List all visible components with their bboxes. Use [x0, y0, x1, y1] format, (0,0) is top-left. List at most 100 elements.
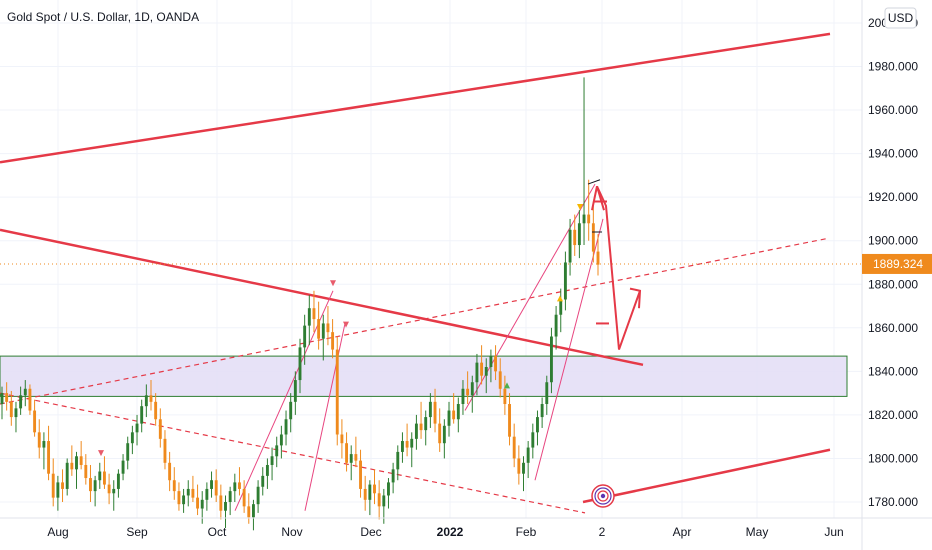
candle-body[interactable] — [265, 464, 269, 476]
wedge-line[interactable] — [234, 290, 334, 511]
candle-body[interactable] — [65, 462, 69, 489]
candle-body[interactable] — [596, 251, 600, 265]
candle-body[interactable] — [573, 229, 577, 246]
candle-body[interactable] — [261, 475, 265, 487]
signal-sell-icon[interactable] — [577, 204, 583, 211]
candle-body[interactable] — [331, 332, 335, 350]
median-dashed-line[interactable] — [0, 237, 828, 405]
signal-buy-icon[interactable] — [504, 382, 510, 389]
candle-body[interactable] — [219, 495, 223, 511]
descending-trendline[interactable] — [0, 228, 644, 367]
candle-body[interactable] — [428, 401, 432, 418]
candle-body[interactable] — [382, 495, 386, 507]
candle-body[interactable] — [33, 410, 37, 433]
candle-body[interactable] — [349, 454, 353, 463]
candle-body[interactable] — [517, 458, 521, 474]
candle-body[interactable] — [508, 404, 511, 437]
candle-body[interactable] — [340, 434, 344, 444]
candle-body[interactable] — [93, 480, 97, 492]
wedge-line[interactable] — [304, 323, 346, 511]
candle-body[interactable] — [28, 388, 32, 411]
candle-body[interactable] — [242, 488, 246, 507]
candle-body[interactable] — [359, 460, 362, 489]
candle-body[interactable] — [293, 380, 297, 402]
candle-body[interactable] — [186, 488, 190, 496]
candle-body[interactable] — [61, 482, 64, 489]
candle-body[interactable] — [387, 482, 390, 496]
candle-body[interactable] — [498, 371, 502, 389]
candle-body[interactable] — [540, 404, 544, 418]
candle-body[interactable] — [591, 223, 595, 252]
candle-body[interactable] — [289, 401, 293, 420]
signal-buy-icon[interactable] — [557, 295, 563, 302]
currency-button-bg[interactable] — [884, 7, 917, 29]
signal-sell-icon[interactable] — [343, 321, 349, 328]
candle-body[interactable] — [37, 432, 41, 448]
candle-body[interactable] — [484, 366, 488, 376]
candle-body[interactable] — [168, 462, 172, 481]
candle-body[interactable] — [526, 447, 530, 463]
candle-body[interactable] — [345, 443, 349, 463]
candle-body[interactable] — [89, 478, 92, 492]
candle-body[interactable] — [56, 482, 60, 498]
candle-body[interactable] — [205, 488, 209, 500]
candle-body[interactable] — [563, 262, 567, 300]
candle-body[interactable] — [494, 356, 498, 372]
candle-body[interactable] — [191, 488, 195, 498]
candle-body[interactable] — [84, 464, 88, 479]
candle-body[interactable] — [102, 471, 106, 485]
candle-body[interactable] — [442, 425, 446, 444]
candle-body[interactable] — [531, 432, 535, 448]
candle-body[interactable] — [298, 347, 302, 381]
candle-body[interactable] — [158, 419, 162, 439]
candle-body[interactable] — [126, 443, 130, 461]
candle-body[interactable] — [577, 223, 581, 246]
candle-body[interactable] — [182, 495, 186, 505]
candle-body[interactable] — [19, 395, 23, 409]
candle-body[interactable] — [368, 484, 372, 500]
candle-body[interactable] — [410, 438, 414, 448]
candle-body[interactable] — [433, 401, 437, 424]
candle-body[interactable] — [210, 480, 213, 489]
candle-body[interactable] — [112, 488, 116, 494]
candle-body[interactable] — [47, 441, 51, 474]
candle-body[interactable] — [42, 441, 46, 448]
candle-body[interactable] — [424, 417, 428, 431]
candle-body[interactable] — [0, 393, 4, 405]
candle-body[interactable] — [279, 434, 283, 446]
candle-body[interactable] — [391, 469, 395, 483]
candle-body[interactable] — [480, 362, 484, 376]
candle-body[interactable] — [363, 488, 367, 500]
candle-body[interactable] — [70, 462, 74, 470]
candle-body[interactable] — [354, 454, 358, 461]
candle-body[interactable] — [140, 406, 144, 424]
candle-body[interactable] — [317, 319, 321, 339]
currency-button-label[interactable]: USD — [888, 11, 914, 25]
candle-body[interactable] — [51, 473, 55, 498]
candle-body[interactable] — [303, 325, 307, 348]
candle-body[interactable] — [9, 401, 13, 418]
candle-body[interactable] — [163, 438, 167, 463]
candle-body[interactable] — [312, 308, 316, 320]
candle-body[interactable] — [135, 423, 139, 433]
candle-body[interactable] — [452, 410, 456, 420]
candle-body[interactable] — [98, 471, 102, 481]
candle-body[interactable] — [270, 456, 274, 465]
candle-body[interactable] — [149, 395, 153, 402]
candle-body[interactable] — [172, 480, 176, 492]
candle-body[interactable] — [121, 460, 125, 474]
candle-body[interactable] — [107, 484, 111, 494]
candle-body[interactable] — [559, 299, 563, 315]
lower-dashed-line[interactable] — [0, 392, 586, 514]
candle-body[interactable] — [224, 502, 227, 511]
candle-body[interactable] — [284, 419, 288, 435]
candle-body[interactable] — [522, 462, 525, 474]
candle-body[interactable] — [466, 388, 470, 396]
candle-body[interactable] — [214, 480, 218, 496]
candle-body[interactable] — [536, 417, 539, 433]
candle-body[interactable] — [130, 432, 134, 444]
candle-body[interactable] — [377, 493, 381, 507]
candle-body[interactable] — [275, 445, 279, 457]
candle-body[interactable] — [456, 404, 460, 420]
